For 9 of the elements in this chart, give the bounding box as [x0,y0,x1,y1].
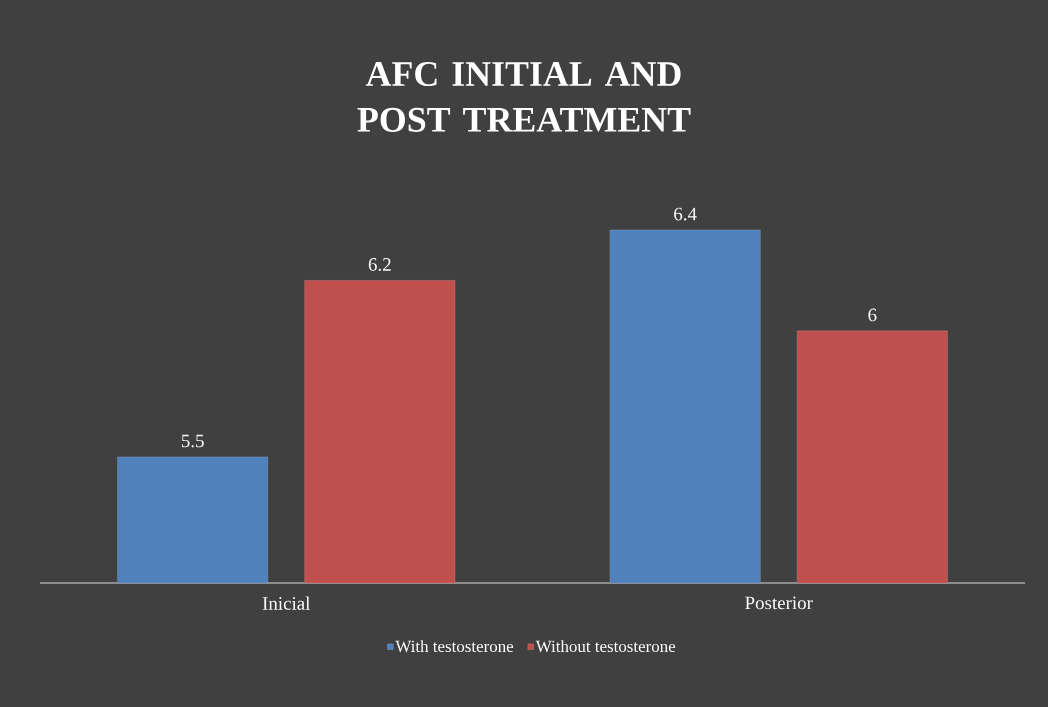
x-tick-label: Inicial [262,596,311,610]
legend-label: Without testosterone [535,640,676,653]
data-label: 6 [868,308,877,322]
data-label: 5.5 [181,434,204,448]
data-label: 6.4 [674,207,697,221]
legend-label: With testosterone [395,640,514,653]
data-label: 6.2 [368,258,391,271]
chart-title: AFC INITIAL AND POST TREATMENT [357,62,691,132]
x-tick-label: Posterior [745,596,813,610]
